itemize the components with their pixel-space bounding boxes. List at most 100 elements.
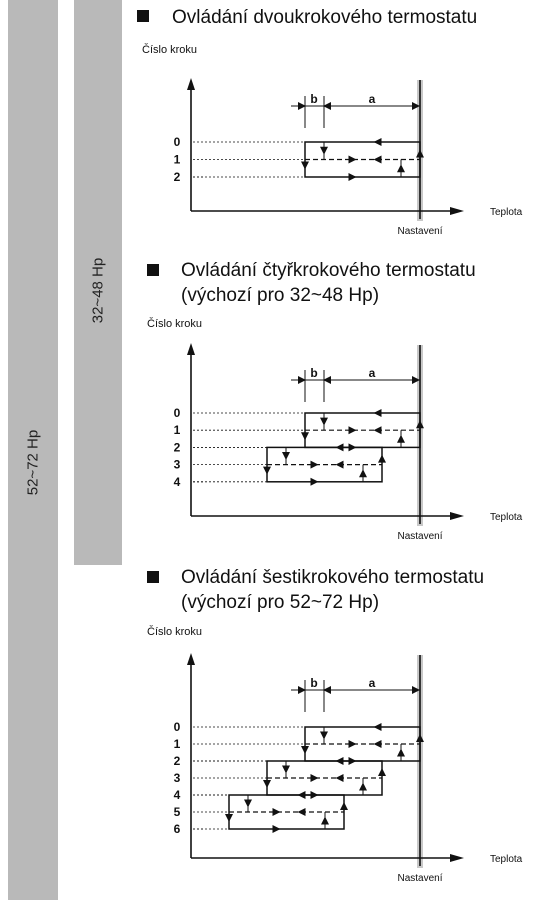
- flow-arrow: [397, 164, 405, 173]
- flow-arrow: [359, 469, 367, 478]
- section-2-y-axis-label: Číslo kroku: [147, 318, 203, 330]
- section-1-y-axis-label: Číslo kroku: [142, 44, 198, 56]
- flow-arrow: [282, 765, 290, 774]
- flow-arrow: [348, 155, 357, 164]
- flow-arrow: [397, 748, 405, 757]
- step-label-6: 6: [174, 822, 181, 836]
- flow-arrow: [378, 454, 386, 463]
- y-axis-arrow: [187, 653, 195, 665]
- step-label-3: 3: [174, 458, 181, 472]
- step-label-4: 4: [174, 475, 181, 489]
- step-label-2: 2: [174, 754, 181, 768]
- gap-b-label: b: [310, 92, 317, 106]
- step-label-1: 1: [174, 423, 181, 437]
- flow-arrow: [320, 417, 328, 426]
- flow-arrow: [320, 146, 328, 155]
- flow-arrow: [373, 138, 382, 146]
- x-axis-arrow: [450, 854, 464, 862]
- inner-range-bar: [74, 0, 122, 565]
- section-3-subheading: (výchozí pro 52~72 Hp): [181, 592, 380, 613]
- flow-arrow: [416, 149, 424, 158]
- flow-arrow: [320, 731, 328, 740]
- flow-arrow: [263, 466, 271, 475]
- gap-b-label: b: [310, 676, 317, 690]
- flow-arrow: [416, 420, 424, 429]
- flow-arrow: [373, 723, 382, 731]
- dim-arrow: [298, 376, 306, 384]
- step-label-0: 0: [174, 135, 181, 149]
- section-2-diagram: Teplota Nastavení b a 0 1 2 3 4: [174, 343, 523, 542]
- x-axis-arrow: [450, 512, 464, 520]
- x-axis-label: Teplota: [490, 512, 523, 523]
- section-3-bullet: [147, 571, 159, 583]
- dim-arrow: [323, 376, 331, 384]
- step-label-2: 2: [174, 170, 181, 184]
- step-label-1: 1: [174, 153, 181, 167]
- flow-arrow: [310, 477, 319, 486]
- section-2-heading: Ovládání čtyřkrokového termostatu: [181, 260, 476, 281]
- flow-arrow: [340, 802, 348, 810]
- gap-a-label: a: [369, 366, 376, 380]
- dim-arrow: [323, 686, 331, 694]
- x-axis-label: Teplota: [490, 854, 523, 865]
- gap-a-label: a: [369, 676, 376, 690]
- section-1-bullet: [137, 10, 149, 22]
- flow-arrow: [225, 814, 233, 822]
- outer-range-bar: [8, 0, 58, 900]
- dim-arrow: [298, 686, 306, 694]
- flow-arrow: [335, 774, 344, 782]
- flow-arrow: [335, 443, 344, 452]
- section-1-diagram: Teplota Nastavení b a 0 1 2: [174, 78, 523, 237]
- dim-arrow: [412, 376, 420, 384]
- dim-arrow: [412, 102, 420, 110]
- step-label-3: 3: [174, 771, 181, 785]
- flow-arrow: [310, 774, 319, 782]
- flow-arrow: [282, 452, 290, 460]
- flow-arrow: [373, 426, 382, 435]
- flow-arrow: [373, 409, 382, 417]
- gap-a-label: a: [369, 92, 376, 106]
- flow-arrow: [373, 155, 382, 164]
- setpoint-label: Nastavení: [397, 873, 442, 884]
- dim-arrow: [298, 102, 306, 110]
- flow-arrow: [348, 173, 357, 181]
- gap-b-label: b: [310, 366, 317, 380]
- section-2-subheading: (výchozí pro 32~48 Hp): [181, 285, 380, 306]
- x-axis-label: Teplota: [490, 207, 523, 218]
- section-3-y-axis-label: Číslo kroku: [147, 626, 203, 638]
- dim-arrow: [323, 102, 331, 110]
- flow-arrow: [244, 799, 252, 808]
- flow-arrow: [297, 808, 306, 816]
- flow-arrow: [272, 808, 281, 816]
- flow-arrow: [301, 161, 309, 170]
- flow-arrow: [301, 432, 309, 441]
- setpoint-label: Nastavení: [397, 226, 442, 237]
- flow-arrow: [348, 740, 357, 748]
- step-label-0: 0: [174, 720, 181, 734]
- section-1-heading: Ovládání dvoukrokového termostatu: [172, 7, 478, 28]
- section-2-bullet: [147, 264, 159, 276]
- flow-arrow: [335, 460, 344, 469]
- flow-arrow: [373, 740, 382, 748]
- x-axis-arrow: [450, 207, 464, 215]
- dim-arrow: [412, 686, 420, 694]
- flow-arrow: [378, 768, 386, 776]
- flow-arrow: [301, 746, 309, 754]
- y-axis-arrow: [187, 343, 195, 355]
- flow-arrow: [335, 757, 344, 765]
- flow-arrow: [310, 460, 319, 469]
- flow-arrow: [348, 426, 357, 435]
- flow-arrow: [263, 780, 271, 788]
- flow-arrow: [416, 734, 424, 742]
- flow-arrow: [321, 816, 329, 825]
- step-label-4: 4: [174, 788, 181, 802]
- step-label-0: 0: [174, 406, 181, 420]
- flow-arrow: [272, 825, 281, 833]
- step-label-5: 5: [174, 805, 181, 819]
- flow-arrow: [359, 782, 367, 791]
- step-label-2: 2: [174, 440, 181, 454]
- setpoint-label: Nastavení: [397, 531, 442, 542]
- flow-arrow: [397, 434, 405, 443]
- section-3-heading: Ovládání šestikrokového termostatu: [181, 567, 485, 588]
